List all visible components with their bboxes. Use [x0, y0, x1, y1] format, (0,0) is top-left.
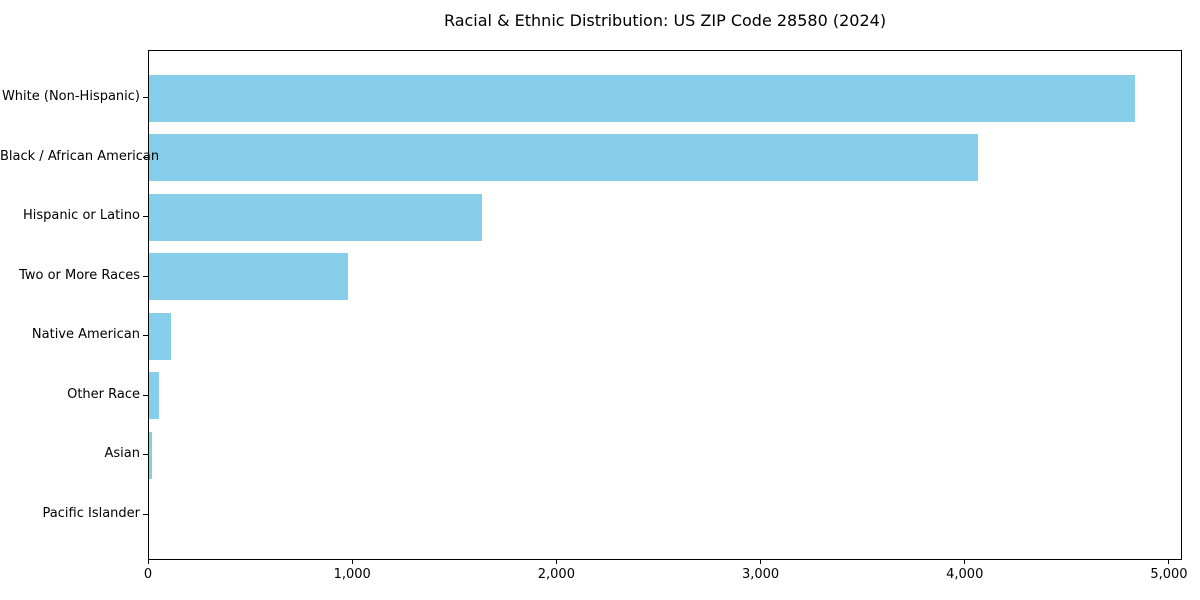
ytick-label: White (Non-Hispanic) — [1, 89, 140, 104]
ytick-label: Other Race — [67, 386, 140, 402]
ytick-mark — [143, 335, 148, 336]
xtick-mark — [555, 560, 557, 564]
ytick-mark — [143, 513, 148, 515]
ytick-label: Hispanic or Latino — [22, 208, 140, 223]
bar-native-american — [149, 312, 172, 360]
bar-white-non-hispanic — [149, 74, 1135, 122]
plot-area — [148, 50, 1182, 560]
xtick-mark — [964, 560, 966, 564]
bar-two-or-more-races — [149, 253, 349, 300]
xtick-mark — [147, 560, 149, 564]
ytick-mark — [143, 97, 148, 98]
ytick-label: Pacific Islander — [42, 505, 140, 521]
xtick-label: 1,000 — [333, 567, 371, 582]
ytick-mark — [143, 156, 148, 158]
bar-hispanic-or-latino — [149, 193, 482, 241]
xtick-mark — [351, 560, 353, 564]
ytick-label: Two or More Races — [19, 267, 140, 283]
ytick-mark — [143, 454, 148, 455]
xtick-label: 2,000 — [537, 567, 575, 582]
bar-black-african-american — [149, 134, 978, 181]
ytick-mark — [143, 275, 148, 277]
chart-title: Racial & Ethnic Distribution: US ZIP Cod… — [443, 11, 887, 30]
ytick-mark — [143, 394, 148, 396]
ytick-label: Asian — [104, 446, 140, 461]
ytick-label: Black / African American — [0, 148, 160, 164]
ytick-label: Native American — [31, 327, 140, 342]
xtick-label: 5,000 — [1150, 567, 1188, 582]
xtick-mark — [760, 560, 762, 564]
xtick-mark — [1168, 560, 1170, 564]
xtick-label: 0 — [143, 567, 153, 582]
bar-other-race — [149, 372, 160, 419]
xtick-label: 4,000 — [946, 567, 984, 582]
ytick-mark — [143, 216, 148, 217]
xtick-label: 3,000 — [741, 567, 780, 582]
bar-asian — [149, 431, 153, 479]
